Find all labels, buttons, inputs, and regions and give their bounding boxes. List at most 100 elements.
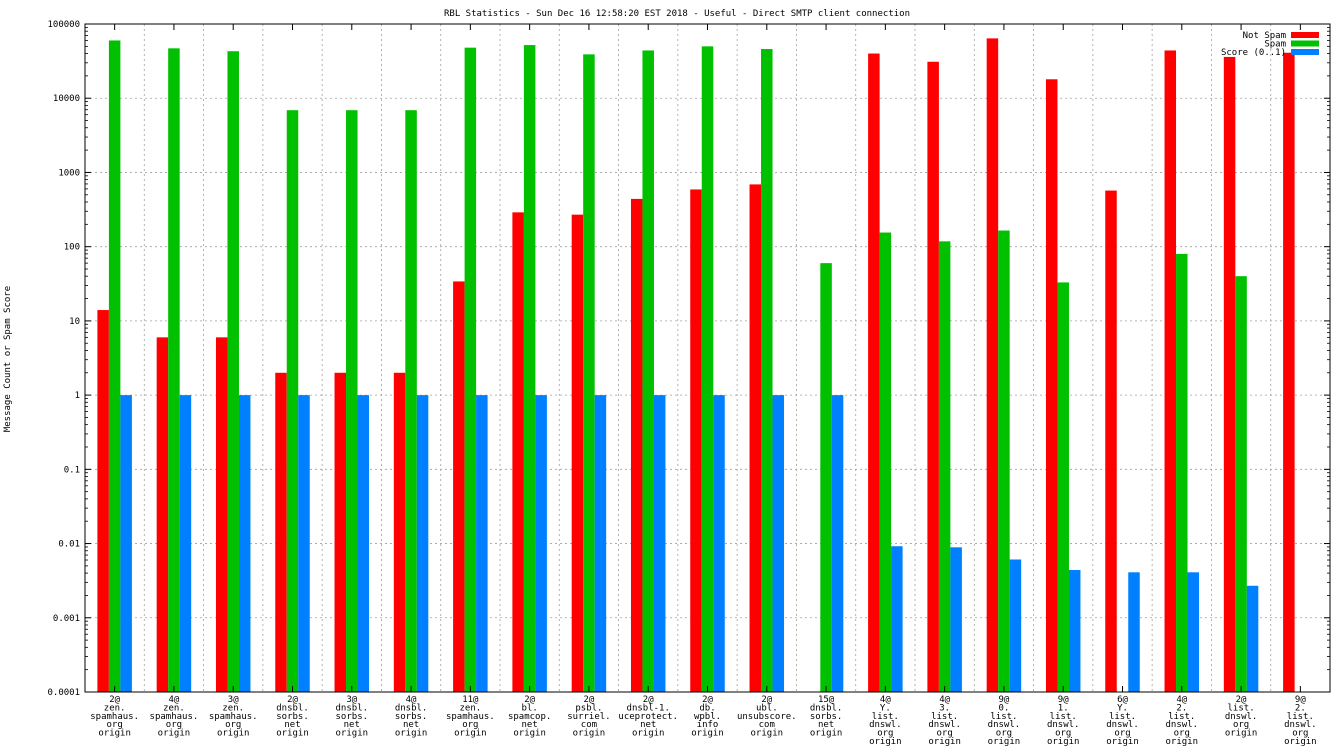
x-tick-label-line: sorbs.: [336, 712, 369, 722]
bar-not-spam: [1223, 56, 1236, 693]
bar-not-spam: [1045, 79, 1058, 692]
x-tick-label-line: org: [937, 729, 953, 739]
y-axis-label: Message Count or Spam Score: [3, 286, 13, 432]
x-tick-label-line: dnsbl.: [395, 703, 428, 713]
x-tick-label-line: org: [166, 720, 182, 730]
x-tick-label-line: net: [818, 720, 834, 730]
x-tick-label-line: 4@: [880, 695, 891, 705]
bar-not-spam: [630, 198, 643, 692]
x-tick-label-line: list.: [1287, 712, 1314, 722]
x-tick-label-line: dnsbl-1.: [627, 703, 670, 713]
x-tick-label-line: list.: [931, 712, 958, 722]
x-tick-label-line: dnswl.: [1047, 720, 1080, 730]
x-tick-label-line: sorbs.: [395, 712, 428, 722]
x-tick-label-line: dnswl.: [1166, 720, 1199, 730]
bar-score-0-1: [891, 546, 903, 692]
x-tick-label-line: 2@: [584, 695, 595, 705]
bar-score-0-1: [476, 395, 488, 692]
x-tick-label-line: surriel.: [567, 712, 610, 722]
bar-not-spam: [275, 372, 287, 692]
bar-score-0-1: [1009, 559, 1022, 692]
x-tick-label-line: psbl.: [575, 703, 602, 713]
x-tick-label-line: 2.: [1295, 703, 1306, 713]
y-tick-label: 100000: [47, 20, 80, 30]
bar-spam: [227, 51, 239, 693]
y-tick-label: 10000: [53, 94, 80, 104]
x-tick-label-line: origin: [1225, 729, 1258, 739]
x-tick-label-line: unsubscore.: [737, 712, 797, 722]
bar-spam: [642, 50, 654, 692]
x-tick-label-line: sorbs.: [276, 712, 309, 722]
x-tick-label-line: info: [697, 720, 719, 730]
x-tick-label: 11@ zen. spamhaus. org origin: [446, 695, 495, 739]
x-tick-label: 2@ zen. spamhaus. org origin: [90, 695, 139, 739]
x-tick-label-line: bl.: [522, 703, 538, 713]
x-tick-label-line: 3@: [346, 695, 357, 705]
legend-label: Not Spam: [1243, 31, 1286, 41]
x-tick-label-line: org: [107, 720, 123, 730]
x-tick-label-line: zen.: [460, 703, 482, 713]
bar-score-0-1: [1128, 572, 1140, 692]
x-tick-label-line: origin: [513, 729, 546, 739]
x-tick-label-line: net: [403, 720, 419, 730]
bar-not-spam: [1105, 190, 1117, 692]
x-tick-label: 4@ 2. list. dnswl. org origin: [1166, 695, 1199, 747]
x-tick-label-line: 1.: [1058, 703, 1069, 713]
bar-spam: [879, 232, 892, 692]
x-tick-label-line: list.: [1109, 712, 1136, 722]
x-tick-label-line: dnswl.: [1225, 712, 1258, 722]
x-tick-label-line: dnswl.: [928, 720, 961, 730]
bar-not-spam: [927, 61, 939, 693]
x-tick-label-line: 9@: [1058, 695, 1069, 705]
bar-not-spam: [571, 214, 584, 692]
x-tick-label-line: 2@: [643, 695, 654, 705]
bar-spam: [405, 110, 417, 692]
bar-not-spam: [1283, 52, 1295, 692]
bar-score-0-1: [120, 395, 132, 692]
x-tick-label-line: origin: [1047, 737, 1080, 747]
x-tick-label-line: list.: [990, 712, 1017, 722]
x-tick-label-line: net: [522, 720, 538, 730]
x-tick-label-line: dnswl.: [988, 720, 1021, 730]
x-tick-label-line: org: [225, 720, 241, 730]
y-tick-label: 1: [75, 391, 80, 401]
x-tick-label-line: 11@: [462, 695, 479, 705]
legend-label: Score (0..1): [1221, 48, 1286, 58]
bar-score-0-1: [1246, 585, 1259, 692]
bar-spam: [938, 241, 951, 692]
bar-not-spam: [868, 53, 880, 692]
y-axis-ticks: 0.0001 0.001 0.01 0.1 1 10 100 1000 10000 100000: [47, 20, 1330, 698]
x-tick-label-line: sorbs.: [810, 712, 843, 722]
bar-not-spam: [986, 38, 999, 693]
x-tick-label-line: origin: [336, 729, 369, 739]
x-tick-label: 9@ 1. list. dnswl. org origin: [1047, 695, 1080, 747]
bar-score-0-1: [950, 547, 962, 692]
x-tick-label-line: 9@: [1295, 695, 1306, 705]
x-tick-label-line: dnsbl.: [810, 703, 843, 713]
x-tick-label-line: origin: [98, 729, 131, 739]
bar-score-0-1: [713, 395, 725, 692]
x-tick-label-line: uceprotect.: [618, 712, 678, 722]
x-tick-label-line: 4@: [1176, 695, 1187, 705]
bar-score-0-1: [238, 395, 251, 692]
x-tick-label: 2@ dnsbl-1. uceprotect. net origin: [618, 695, 678, 739]
x-tick-label-line: zen.: [222, 703, 244, 713]
x-tick-label-line: 4@: [406, 695, 417, 705]
x-tick-label-line: ubl.: [756, 703, 778, 713]
bar-not-spam: [512, 212, 524, 692]
x-tick-label-line: com: [581, 720, 597, 730]
bar-not-spam: [97, 310, 109, 692]
x-tick-label-line: spamhaus.: [209, 712, 258, 722]
legend-swatch: [1291, 49, 1319, 55]
bar-spam: [168, 48, 180, 692]
bar-spam: [346, 110, 358, 692]
x-tick-label-line: net: [344, 720, 360, 730]
x-tick-label-line: 15@: [818, 695, 835, 705]
y-tick-label: 10: [69, 317, 80, 327]
x-tick-label-line: origin: [1166, 737, 1199, 747]
bars: [97, 38, 1295, 693]
x-tick-label-line: origin: [217, 729, 250, 739]
x-tick-label-line: origin: [632, 729, 665, 739]
legend-swatch: [1291, 40, 1319, 47]
y-tick-label: 0.0001: [47, 688, 80, 698]
